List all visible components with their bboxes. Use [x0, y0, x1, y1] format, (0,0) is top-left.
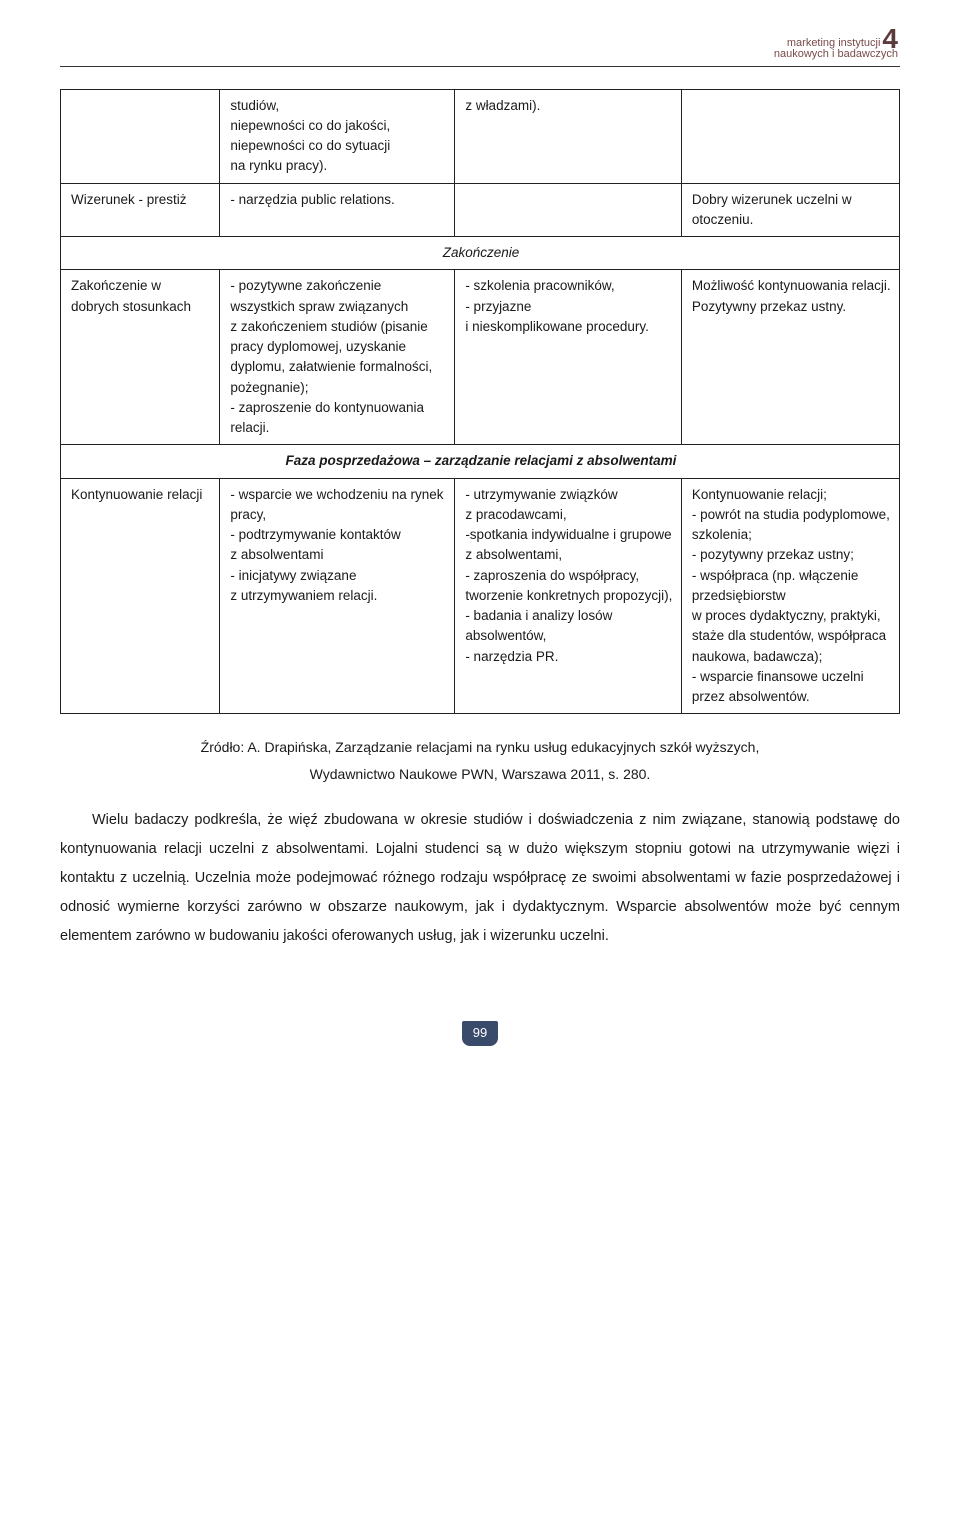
table-cell [681, 89, 899, 183]
table-row: studiów, niepewności co do jakości, niep… [61, 89, 900, 183]
table-cell: Kontynuowanie relacji [61, 478, 220, 714]
table-cell: Dobry wizerunek uczelni w otoczeniu. [681, 183, 899, 237]
page-number-wrap: 99 [60, 1021, 900, 1046]
page-number: 99 [462, 1021, 498, 1046]
main-table: studiów, niepewności co do jakości, niep… [60, 89, 900, 715]
table-cell: - pozytywne zakończenie wszystkich spraw… [220, 270, 455, 445]
table-row: Zakończenie [61, 237, 900, 270]
table-cell [61, 89, 220, 183]
table-cell: z władzami). [455, 89, 682, 183]
body-paragraph: Wielu badaczy podkreśla, że więź zbudowa… [60, 806, 900, 951]
table-cell: Kontynuowanie relacji; - powrót na studi… [681, 478, 899, 714]
header-rule [60, 66, 900, 67]
table-cell: - narzędzia public relations. [220, 183, 455, 237]
table-cell: studiów, niepewności co do jakości, niep… [220, 89, 455, 183]
table-cell: - utrzymywanie związków z pracodawcami, … [455, 478, 682, 714]
source-line1: Źródło: A. Drapińska, Zarządzanie relacj… [60, 734, 900, 761]
table-cell: Zakończenie w dobrych stosunkach [61, 270, 220, 445]
source-line2: Wydawnictwo Naukowe PWN, Warszawa 2011, … [60, 761, 900, 788]
brand-line2: naukowych i badawczych [60, 48, 898, 61]
table-row: Zakończenie w dobrych stosunkach- pozyty… [61, 270, 900, 445]
section-header: Faza posprzedażowa – zarządzanie relacja… [61, 445, 900, 478]
table-row: Wizerunek - prestiż- narzędzia public re… [61, 183, 900, 237]
table-body: studiów, niepewności co do jakości, niep… [61, 89, 900, 714]
header-brand: marketing instytucji4 naukowych i badawc… [60, 28, 900, 62]
brand-line1: marketing instytucji [787, 37, 881, 49]
table-cell: Wizerunek - prestiż [61, 183, 220, 237]
table-cell [455, 183, 682, 237]
table-cell: Możliwość kontynuowania relacji. Pozytyw… [681, 270, 899, 445]
table-row: Faza posprzedażowa – zarządzanie relacja… [61, 445, 900, 478]
table-cell: - wsparcie we wchodzeniu na rynek pracy,… [220, 478, 455, 714]
section-header: Zakończenie [61, 237, 900, 270]
table-row: Kontynuowanie relacji- wsparcie we wchod… [61, 478, 900, 714]
table-cell: - szkolenia pracowników, - przyjazne i n… [455, 270, 682, 445]
